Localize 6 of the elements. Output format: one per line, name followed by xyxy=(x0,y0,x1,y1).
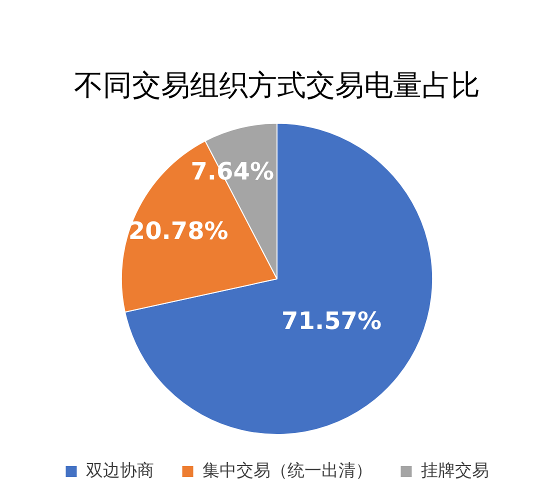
legend-label: 挂牌交易 xyxy=(420,460,489,481)
legend-label: 双边协商 xyxy=(86,460,154,481)
chart-title: 不同交易组织方式交易电量占比 xyxy=(74,68,480,102)
data-label: 71.57% xyxy=(282,307,382,336)
data-label: 20.78% xyxy=(128,216,228,245)
legend-label: 集中交易（统一出清） xyxy=(202,460,372,481)
